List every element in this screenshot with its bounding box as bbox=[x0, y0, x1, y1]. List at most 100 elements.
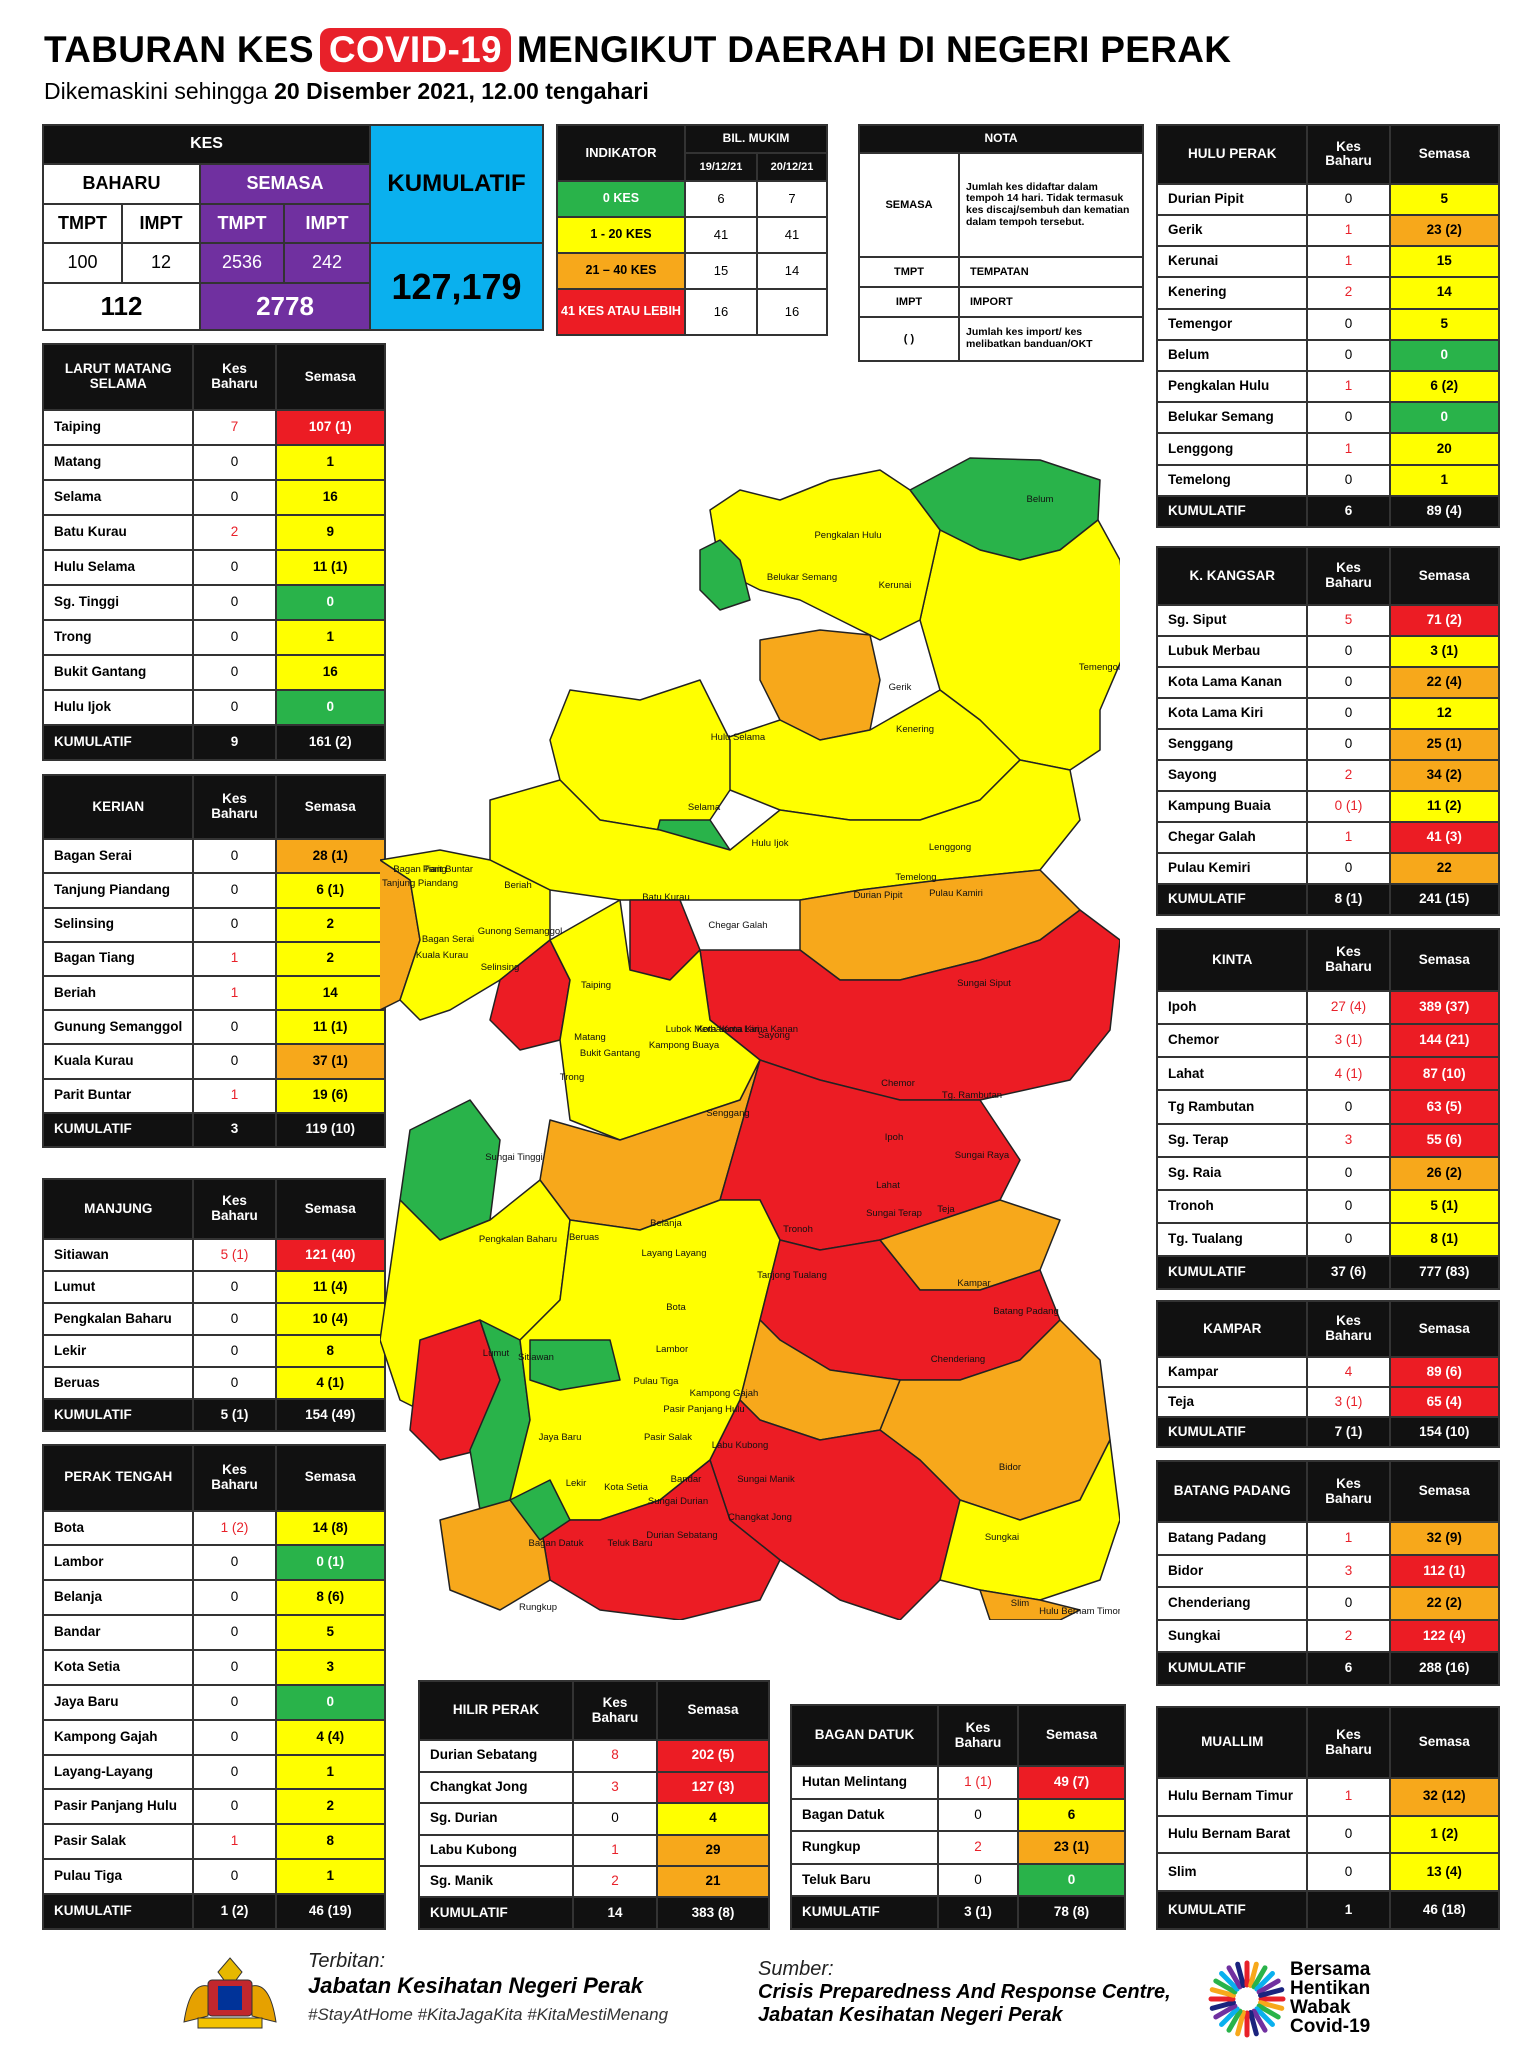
kumulatif-baharu: 3 bbox=[192, 1111, 277, 1149]
campaign-text: Bersama Hentikan Wabak Covid-19 bbox=[1290, 1960, 1370, 2036]
table-kampar: KAMPAR Kes Baharu Semasa Kampar 4 89 (6) Teja 3 … bbox=[1155, 1299, 1501, 1448]
semasa-value: 29 bbox=[656, 1833, 770, 1868]
nota-impt-text: IMPORT bbox=[958, 286, 1144, 318]
semasa-value: 11 (1) bbox=[274, 1009, 387, 1046]
semasa-total: 2778 bbox=[198, 282, 372, 331]
semasa-value: 22 bbox=[1388, 852, 1501, 885]
date-col-2: 20/12/21 bbox=[756, 152, 828, 182]
table-row: Layang-Layang 0 1 bbox=[41, 1753, 387, 1791]
mukim-count: 7 bbox=[756, 180, 828, 218]
mukim-name: Tg. Tualang bbox=[1155, 1221, 1309, 1257]
kes-baharu-value: 0 bbox=[192, 1334, 277, 1369]
footer-terbitan: Terbitan: Jabatan Kesihatan Negeri Perak… bbox=[308, 1950, 668, 2025]
subtitle: Dikemaskini sehingga 20 Disember 2021, 1… bbox=[44, 78, 649, 105]
map-label: Sungai Terap bbox=[866, 1208, 922, 1219]
kes-baharu-value: 0 bbox=[1306, 1221, 1391, 1257]
kes-baharu-value: 0 bbox=[192, 838, 277, 875]
semasa-value: 4 (4) bbox=[274, 1718, 387, 1756]
map-label: Batu Kurau bbox=[642, 892, 690, 903]
semasa-value: 32 (12) bbox=[1388, 1777, 1501, 1817]
table-row: Hulu Selama 0 11 (1) bbox=[41, 548, 387, 586]
semasa-value: 6 (1) bbox=[274, 872, 387, 909]
indikator-row: 0 KES 6 7 bbox=[556, 180, 828, 218]
kumulatif-label: KUMULATIF bbox=[41, 1111, 195, 1149]
region-hulu-north bbox=[709, 469, 941, 641]
mukim-name: Chemor bbox=[1155, 1023, 1309, 1059]
campaign-line-3: Wabak bbox=[1290, 1997, 1351, 2018]
mukim-name: Sg. Tinggi bbox=[41, 583, 195, 621]
semasa-value: 8 (6) bbox=[274, 1579, 387, 1617]
kumulatif-baharu: 5 (1) bbox=[192, 1397, 277, 1433]
kes-baharu-value: 3 bbox=[1306, 1122, 1391, 1158]
table-row: Teluk Baru 0 0 bbox=[790, 1862, 1126, 1898]
title-pre: TABURAN KES bbox=[44, 29, 314, 70]
map-label: Sungai Raya bbox=[955, 1150, 1010, 1161]
semasa-value: 23 (2) bbox=[1388, 213, 1501, 248]
semasa-value: 23 (1) bbox=[1017, 1830, 1126, 1865]
semasa-value: 1 bbox=[274, 443, 387, 481]
map-label: Pasir Salak bbox=[644, 1432, 692, 1443]
logo-ray bbox=[1256, 2003, 1281, 2020]
indikator-table: INDIKATOR BIL. MUKIM 19/12/21 20/12/21 0 K… bbox=[556, 124, 828, 336]
kes-baharu-value: 0 bbox=[192, 1753, 277, 1791]
map-label: Senggang bbox=[706, 1108, 749, 1119]
table-row: Tanjung Piandang 0 6 (1) bbox=[41, 872, 387, 909]
semasa-value: 0 bbox=[1017, 1862, 1126, 1898]
table-row: Bukit Gantang 0 16 bbox=[41, 653, 387, 691]
mukim-name: Durian Sebatang bbox=[418, 1739, 574, 1773]
semasa-header: Semasa bbox=[1388, 1459, 1501, 1524]
kumulatif-label: KUMULATIF bbox=[41, 723, 195, 762]
mukim-name: Pasir Salak bbox=[41, 1823, 195, 1861]
map-label: Kota Lama Kanan bbox=[722, 1024, 798, 1035]
kes-baharu-value: 0 bbox=[1306, 1089, 1391, 1125]
kes-baharu-value: 0 bbox=[192, 548, 277, 586]
b-impt-val: 12 bbox=[121, 241, 201, 285]
map-label: Belukar Semang bbox=[767, 572, 837, 583]
district-name: MUALLIM bbox=[1155, 1706, 1309, 1779]
table-row: Kenering 2 14 bbox=[1155, 276, 1501, 310]
mukim-name: Selama bbox=[41, 478, 195, 516]
table-row: Kota Lama Kiri 0 12 bbox=[1155, 697, 1501, 731]
nota-table: NOTA SEMASA Jumlah kes didaftar dalam tem… bbox=[858, 124, 1144, 362]
kes-baharu-value: 1 bbox=[1306, 821, 1391, 855]
map-label: Bota bbox=[666, 1302, 686, 1313]
footer-sumber: Sumber: Crisis Preparedness And Response… bbox=[758, 1958, 1171, 2027]
map-label: Lumut bbox=[483, 1348, 510, 1359]
kumulatif-baharu: 1 bbox=[1306, 1890, 1391, 1930]
mukim-name: Kampar bbox=[1155, 1356, 1309, 1389]
map-label: Kampar bbox=[957, 1278, 990, 1289]
indikator-key: 21 – 40 KES bbox=[556, 252, 686, 290]
kes-baharu-header: Kes Baharu bbox=[1306, 1459, 1391, 1524]
semasa-header: Semasa bbox=[274, 343, 387, 411]
kes-baharu-value: 0 bbox=[1306, 852, 1391, 885]
table-row: Beruas 0 4 (1) bbox=[41, 1366, 387, 1400]
mukim-name: Taiping bbox=[41, 408, 195, 446]
map-label: Tanjong Tualang bbox=[757, 1270, 827, 1281]
kes-baharu-header: Kes Baharu bbox=[1306, 124, 1391, 185]
table-header: BAGAN DATUK Kes Baharu Semasa bbox=[790, 1703, 1126, 1768]
map-label: Chemor bbox=[881, 1078, 915, 1089]
table-manjung: MANJUNG Kes Baharu Semasa Sitiawan 5 (1) 121 (… bbox=[41, 1177, 387, 1433]
kumulatif-label: KUMULATIF bbox=[1155, 1254, 1309, 1291]
semasa-value: 63 (5) bbox=[1388, 1089, 1501, 1125]
mukim-name: Tanjung Piandang bbox=[41, 872, 195, 909]
baharu-label: Baharu bbox=[1325, 959, 1372, 975]
kes-baharu-value: 8 bbox=[572, 1739, 658, 1773]
perak-map: Belum Pengkalan Hulu Belukar Semang Kerunai… bbox=[380, 457, 1120, 1620]
kes-baharu-value: 1 bbox=[1306, 245, 1391, 279]
mukim-name: Chegar Galah bbox=[1155, 821, 1309, 855]
kumulatif-row: KUMULATIF 3 (1) 78 (8) bbox=[790, 1895, 1126, 1930]
mukim-name: Tronoh bbox=[1155, 1188, 1309, 1224]
mukim-name: Beruas bbox=[41, 1366, 195, 1400]
kes-baharu-value: 0 bbox=[572, 1802, 658, 1836]
indikator-key: 0 KES bbox=[556, 180, 686, 218]
mukim-name: Hulu Ijok bbox=[41, 688, 195, 726]
logo-ray bbox=[1258, 1987, 1285, 1998]
mukim-name: Bukit Gantang bbox=[41, 653, 195, 691]
kes-label: Kes bbox=[1336, 944, 1361, 960]
logo-ray bbox=[1256, 1978, 1281, 1995]
kes-baharu-value: 0 bbox=[1306, 1586, 1391, 1621]
semasa-header: Semasa bbox=[1388, 545, 1501, 607]
nota-tmpt-text: TEMPATAN bbox=[958, 256, 1144, 288]
region-kerian-yellow bbox=[380, 849, 551, 1021]
